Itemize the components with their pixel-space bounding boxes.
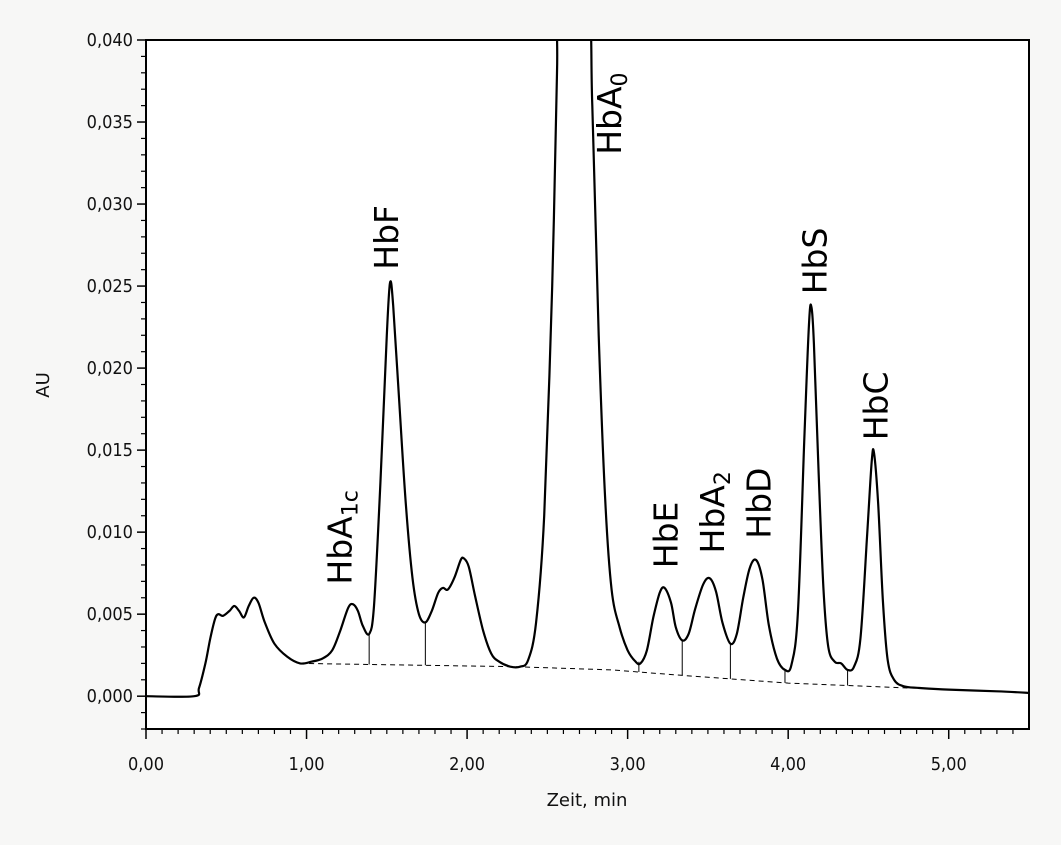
peak-label: HbF: [367, 205, 406, 270]
y-tick-label: 0,030: [87, 194, 133, 215]
y-tick-label: 0,020: [87, 358, 133, 379]
peak-label: HbE: [646, 502, 685, 569]
y-tick-label: 0,010: [87, 522, 133, 543]
peak-label: HbD: [740, 468, 779, 539]
x-axis-title: Zeit, min: [547, 790, 628, 811]
chromatogram-trace: [146, 40, 1029, 698]
plot-clip-group: [146, 40, 1029, 698]
y-tick-label: 0,035: [87, 112, 133, 133]
x-tick-label: 1,00: [289, 754, 325, 775]
integration-baseline: [300, 662, 909, 689]
peak-label-subscript: 0: [608, 72, 633, 86]
x-tick-label: 2,00: [449, 754, 485, 775]
peak-label-subscript: 2: [711, 471, 736, 485]
peak-label: HbC: [857, 371, 896, 440]
axes: 0,00 1,00 2,00 3,00 4,00 5,00 0,000 0,005 0,010 0…: [87, 30, 1014, 775]
y-tick-label: 0,005: [87, 604, 133, 625]
y-tick-label: 0,040: [87, 30, 133, 51]
peak-label: HbS: [796, 228, 835, 295]
x-tick-label: 4,00: [770, 754, 806, 775]
x-tick-label: 3,00: [610, 754, 646, 775]
x-tick-label: 0,00: [128, 754, 164, 775]
peak-label-subscript: 1c: [339, 490, 364, 516]
y-axis-title: AU: [33, 372, 54, 398]
y-tick-label: 0,025: [87, 276, 133, 297]
x-tick-label: 5,00: [931, 754, 967, 775]
y-tick-label: 0,015: [87, 440, 133, 461]
y-tick-label: 0,000: [87, 686, 133, 707]
plot-area-background: [146, 40, 1029, 729]
